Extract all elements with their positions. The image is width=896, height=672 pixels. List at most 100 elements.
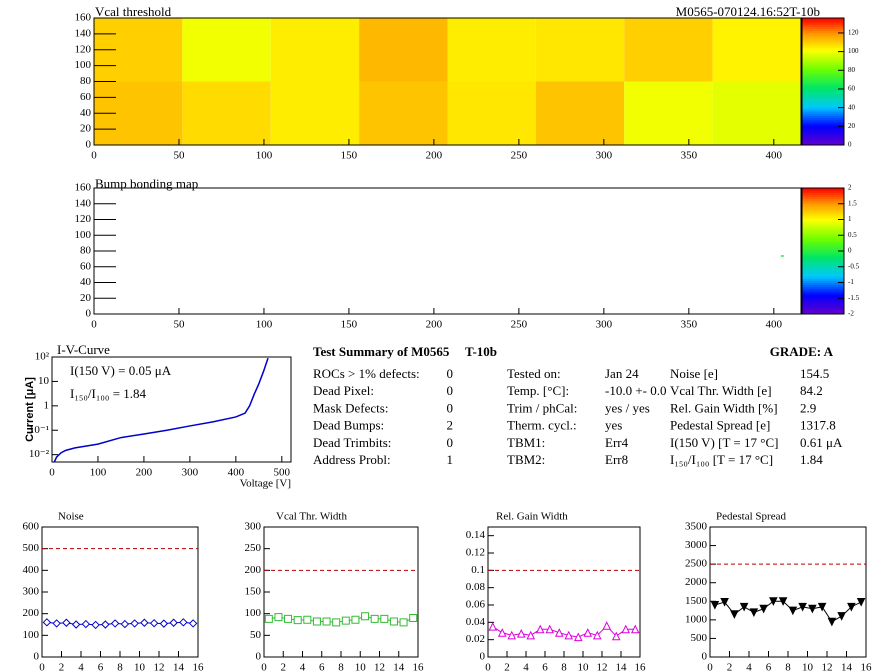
color-scale bbox=[802, 200, 844, 204]
x-tick-label: 16 bbox=[635, 662, 647, 672]
data-point bbox=[837, 612, 846, 621]
color-scale bbox=[802, 58, 844, 61]
data-point bbox=[827, 617, 837, 627]
color-scale bbox=[802, 138, 844, 142]
color-scale bbox=[802, 109, 844, 112]
color-scale bbox=[802, 198, 844, 202]
data-point bbox=[602, 621, 612, 630]
color-scale bbox=[802, 240, 844, 244]
y-tick-label: 10² bbox=[35, 351, 50, 363]
x-tick-label: 16 bbox=[861, 662, 873, 672]
x-tick-label: 10 bbox=[355, 662, 367, 672]
color-scale bbox=[802, 251, 844, 254]
color-scale bbox=[802, 248, 844, 252]
summary-value: yes / yes bbox=[605, 400, 650, 415]
z-tick-label: 0 bbox=[848, 141, 852, 149]
plot-frame bbox=[51, 356, 292, 463]
color-scale bbox=[802, 28, 844, 32]
y-tick-label: 250 bbox=[245, 542, 262, 554]
annotation: I₁₅₀/I₁₀₀ = 1.84 bbox=[70, 386, 147, 401]
data-point bbox=[52, 619, 61, 628]
data-point bbox=[583, 628, 593, 637]
data-line bbox=[714, 600, 862, 623]
color-scale bbox=[802, 113, 844, 116]
color-scale bbox=[802, 253, 844, 256]
data-point bbox=[370, 614, 379, 623]
y-tick-label: 0 bbox=[702, 651, 708, 663]
summary-label: Vcal Thr. Width [e] bbox=[670, 383, 772, 398]
summary-value: 0 bbox=[447, 366, 454, 381]
heat-cell bbox=[535, 81, 625, 145]
plot-frame bbox=[263, 526, 419, 658]
heat-cell bbox=[447, 81, 536, 145]
data-point bbox=[110, 619, 120, 628]
heat-cell bbox=[712, 18, 801, 82]
color-scale bbox=[802, 87, 844, 91]
summary-value: 2.9 bbox=[800, 400, 816, 415]
y-tick-label: 0 bbox=[86, 139, 92, 151]
x-tick-label: 0 bbox=[91, 319, 97, 331]
data-point bbox=[759, 604, 768, 614]
summary-label: ROCs > 1% defects: bbox=[313, 366, 420, 381]
data-point bbox=[264, 614, 273, 623]
x-tick-label: 200 bbox=[426, 150, 443, 162]
data-line bbox=[46, 621, 194, 626]
y-tick-label: 40 bbox=[80, 276, 92, 288]
color-scale bbox=[802, 219, 844, 223]
color-scale bbox=[802, 223, 844, 227]
color-scale bbox=[802, 236, 844, 239]
x-tick-label: 400 bbox=[766, 150, 783, 162]
color-scale bbox=[802, 47, 844, 51]
x-tick-label: 8 bbox=[338, 662, 344, 672]
color-scale bbox=[802, 98, 844, 102]
heat-point bbox=[780, 255, 784, 257]
y-tick-label: 200 bbox=[23, 607, 40, 619]
data-point bbox=[856, 598, 866, 607]
color-scale bbox=[802, 309, 844, 313]
color-scale bbox=[802, 32, 844, 36]
data-point bbox=[630, 624, 640, 634]
y-tick-label: 3500 bbox=[685, 521, 708, 533]
y-tick-label: 300 bbox=[23, 586, 40, 598]
x-tick-label: 8 bbox=[117, 662, 123, 672]
z-tick-label: 0 bbox=[848, 247, 852, 255]
plot-background bbox=[94, 188, 801, 314]
color-scale bbox=[802, 194, 844, 197]
color-scale bbox=[802, 257, 844, 260]
color-scale bbox=[802, 49, 844, 53]
y-tick-label: 80 bbox=[80, 245, 92, 257]
heat-cell bbox=[624, 18, 713, 82]
summary-label: Mask Defects: bbox=[313, 400, 388, 415]
x-tick-label: 100 bbox=[256, 319, 273, 331]
color-scale bbox=[802, 188, 844, 191]
x-tick-label: 350 bbox=[681, 150, 698, 162]
data-point bbox=[380, 614, 389, 623]
color-scale bbox=[802, 22, 844, 25]
color-scale bbox=[802, 111, 844, 114]
color-scale bbox=[802, 297, 844, 300]
y-tick-label: 500 bbox=[23, 542, 40, 554]
color-scale bbox=[802, 117, 844, 121]
color-scale bbox=[802, 53, 844, 57]
y-tick-label: 2500 bbox=[685, 558, 708, 570]
y-tick-label: 60 bbox=[80, 260, 92, 272]
data-point bbox=[778, 597, 788, 606]
x-tick-label: 6 bbox=[766, 662, 772, 672]
data-point bbox=[332, 618, 341, 627]
y-tick-label: 0.04 bbox=[466, 616, 486, 628]
heat-cell bbox=[712, 81, 801, 145]
data-point bbox=[159, 619, 169, 628]
x-tick-label: 16 bbox=[193, 662, 205, 672]
color-scale bbox=[802, 60, 844, 63]
color-scale bbox=[802, 276, 844, 279]
data-point bbox=[62, 618, 71, 627]
summary-value: -10.0 +- 0.0 bbox=[605, 383, 667, 398]
summary-value: 84.2 bbox=[800, 383, 823, 398]
color-scale bbox=[802, 213, 844, 216]
data-point bbox=[361, 612, 370, 621]
heat-cell bbox=[624, 81, 713, 145]
plot-frame bbox=[41, 526, 199, 658]
color-scale bbox=[802, 272, 844, 275]
x-tick-label: 0 bbox=[707, 662, 713, 672]
data-line bbox=[53, 357, 269, 463]
